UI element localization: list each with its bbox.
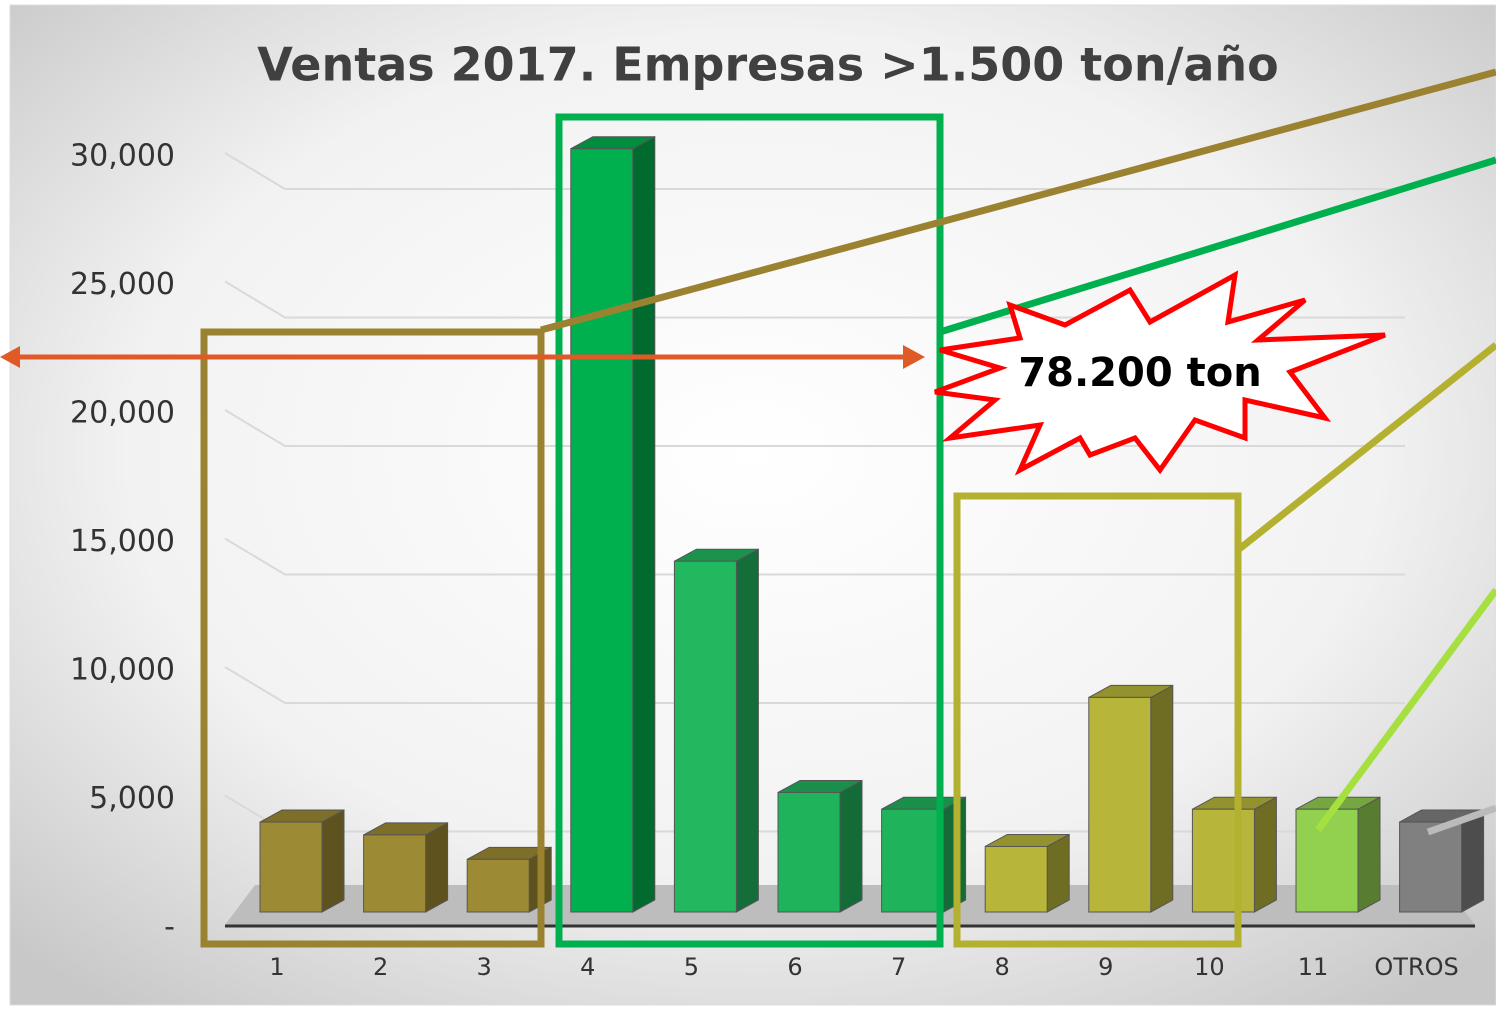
bar-side xyxy=(839,779,863,913)
bar-front xyxy=(777,791,841,913)
bar-side xyxy=(1461,809,1485,913)
bar-front xyxy=(673,560,737,913)
bar-front xyxy=(259,821,323,913)
x-tick-label: 9 xyxy=(1098,953,1113,981)
bar-front xyxy=(363,834,427,913)
bar-front xyxy=(466,858,530,913)
y-tick-label: 30,000 xyxy=(70,139,175,174)
grid-line xyxy=(224,666,1405,704)
bar-front xyxy=(1295,808,1359,913)
x-tick-label: OTROS xyxy=(1374,953,1458,981)
y-tick-label: 10,000 xyxy=(70,653,175,688)
bar-front xyxy=(984,845,1048,913)
bar xyxy=(881,796,967,913)
bar xyxy=(1295,796,1381,913)
x-tick-label: 4 xyxy=(580,953,595,981)
plot: - 5,000 10,000 15,000 20,000 25,000 30,000 xyxy=(70,139,1405,945)
x-tick-label: 1 xyxy=(269,953,284,981)
bar-side xyxy=(1150,684,1174,913)
x-tick-label: 6 xyxy=(787,953,802,981)
y-tick-label: 5,000 xyxy=(89,781,175,816)
bars xyxy=(259,135,1485,913)
bar-front xyxy=(1088,696,1152,913)
y-tick-label: - xyxy=(164,910,175,945)
bar-side xyxy=(425,822,449,913)
x-tick-label: 3 xyxy=(477,953,492,981)
y-tick-label: 25,000 xyxy=(70,267,175,302)
y-tick-label: 20,000 xyxy=(70,396,175,431)
bar xyxy=(673,548,759,913)
x-tick-label: 5 xyxy=(684,953,699,981)
y-tick-label: 15,000 xyxy=(70,524,175,559)
x-tick-label: 10 xyxy=(1194,953,1225,981)
bar-front xyxy=(1191,808,1255,913)
bar xyxy=(777,779,863,913)
x-tick-label: 11 xyxy=(1298,953,1329,981)
bar xyxy=(259,809,345,913)
bar xyxy=(570,135,656,913)
grid-line xyxy=(224,152,1405,190)
annotation: 78.200 ton xyxy=(1018,350,1261,396)
bar-side xyxy=(735,548,759,913)
x-tick-label: 2 xyxy=(373,953,388,981)
bar-side xyxy=(1046,833,1070,913)
chart-title: Ventas 2017. Empresas >1.500 ton/año xyxy=(257,38,1279,92)
x-tick-label: 8 xyxy=(995,953,1010,981)
bar-side xyxy=(321,809,345,913)
bar-side xyxy=(1357,796,1381,913)
arrow-head xyxy=(903,345,925,369)
starburst xyxy=(934,270,1386,476)
grid-line xyxy=(224,537,1405,576)
bar-side xyxy=(1253,796,1277,913)
bar-front xyxy=(1399,821,1463,913)
bar xyxy=(1088,684,1174,913)
bar-front xyxy=(881,808,945,913)
bar xyxy=(984,833,1070,913)
bar-side xyxy=(632,135,656,913)
bar xyxy=(1191,796,1277,913)
x-tick-label: 7 xyxy=(891,953,906,981)
group-boxes xyxy=(200,68,1496,948)
arrow-head xyxy=(0,346,20,368)
bar-front xyxy=(570,148,634,913)
bar xyxy=(363,822,449,913)
